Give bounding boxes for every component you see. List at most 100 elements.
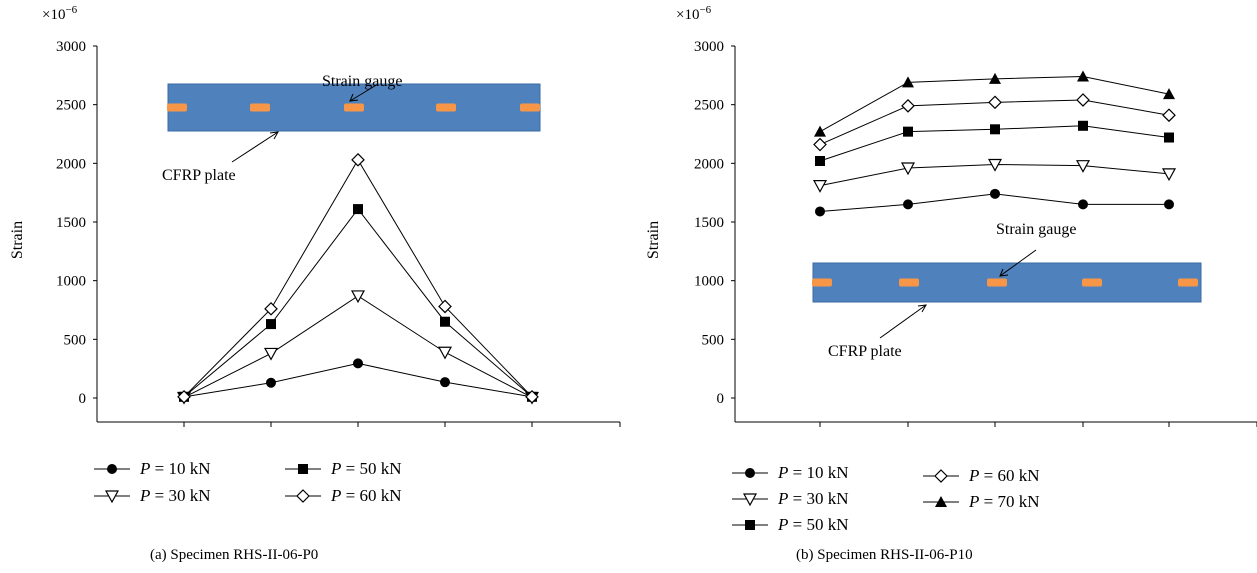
cfrp-plate-arrow: [231, 131, 279, 163]
legend-value: = 60 kN: [979, 466, 1040, 485]
chart-panel-b: 0 500 1000 1500 2000 2500 3000 Strain Strain gau…: [638, 0, 1257, 573]
legend-swatch-marker: [296, 489, 310, 503]
legend-swatch-icon: [732, 520, 768, 530]
legend-symbol: P: [331, 459, 342, 478]
data-point: [988, 95, 1002, 110]
y-tick-label: 0: [717, 391, 725, 407]
legend-symbol: P: [969, 492, 980, 511]
legend-symbol: P: [140, 459, 151, 478]
y-scale-multiplier-a: ×10−6: [42, 4, 77, 24]
legend-swatch-marker: [745, 520, 755, 530]
data-point: [1163, 88, 1175, 100]
series-circle-filled: [815, 188, 1174, 217]
cfrp-plate-arrow: [879, 304, 927, 339]
y-tick-label: 3000: [56, 39, 86, 55]
y-tick-label: 2000: [56, 156, 86, 172]
legend-item: P = 70 kN: [921, 492, 1040, 512]
legend-symbol: P: [969, 466, 980, 485]
data-point: [903, 199, 913, 210]
strain-gauge-marker: [987, 278, 1007, 287]
y-tick-label: 0: [79, 391, 87, 407]
legend-value: = 50 kN: [341, 459, 402, 478]
series-line: [183, 295, 533, 398]
strain-gauge-arrowhead: [999, 268, 1009, 277]
y-tick-label: 2500: [56, 98, 86, 114]
data-point: [1164, 199, 1174, 210]
data-point: [1078, 199, 1088, 210]
data-point: [1077, 70, 1089, 82]
y-tick-label: 1500: [56, 215, 86, 231]
strain-gauge-marker: [436, 103, 456, 112]
legend-swatch-marker: [104, 490, 120, 503]
series-line: [183, 362, 533, 398]
strain-gauge-label: Strain gauge: [996, 221, 1076, 238]
y-tick-label: 500: [64, 332, 87, 348]
strain-gauge-marker: [1178, 278, 1198, 287]
data-point: [351, 152, 365, 167]
strain-gauge-marker: [167, 103, 187, 112]
data-point: [1076, 93, 1090, 107]
data-point: [1078, 120, 1088, 131]
legend-symbol: P: [778, 489, 789, 508]
series-triangle-down-open: [812, 158, 1177, 193]
series-diamond-open: [813, 93, 1176, 152]
y-tick-label: 2500: [694, 98, 724, 114]
data-point: [815, 206, 825, 217]
y-scale-exp-b: −6: [699, 4, 712, 16]
y-tick-label: 1500: [694, 215, 724, 231]
legend-symbol: P: [140, 486, 151, 505]
legend-swatch-marker: [742, 493, 758, 506]
strain-gauge-marker: [812, 278, 832, 287]
data-point: [177, 389, 191, 404]
data-point: [263, 347, 279, 361]
legend-swatch-marker: [745, 468, 755, 478]
legend-value: = 10 kN: [788, 463, 849, 482]
y-tick-label: 1000: [694, 274, 724, 290]
strain-gauge-marker: [1082, 278, 1102, 287]
data-point: [353, 358, 363, 369]
data-point: [350, 290, 366, 304]
data-point: [440, 377, 450, 388]
data-point: [903, 126, 913, 137]
legend-swatch-marker: [935, 496, 947, 507]
strain-gauge-arrowhead: [349, 93, 359, 102]
legend-swatch-marker: [298, 464, 308, 474]
series-triangle-up-filled: [814, 70, 1175, 137]
data-point: [902, 76, 914, 88]
cfrp-plate-arrowhead: [269, 131, 279, 140]
y-scale-base-b: ×10: [676, 7, 700, 23]
data-point: [989, 72, 1001, 84]
chart-panel-a: 0 500 1000 1500 2000 2500 3000 Strain Strain gau…: [0, 0, 628, 573]
legend-swatch-icon: [732, 468, 768, 478]
data-point: [440, 316, 450, 327]
legend-value: = 60 kN: [341, 486, 402, 505]
y-tick-label: 3000: [694, 39, 724, 55]
legend-item: P = 50 kN: [283, 459, 402, 479]
legend-item: P = 50 kN: [730, 515, 849, 535]
y-scale-multiplier-b: ×10−6: [676, 4, 711, 24]
legend-symbol: P: [331, 486, 342, 505]
data-point: [438, 299, 452, 314]
strain-gauge-arrow: [349, 83, 379, 102]
caption-b: (b) Specimen RHS-II-06-P10: [796, 547, 973, 563]
series-circle-filled: [179, 358, 537, 402]
legend-item: P = 30 kN: [730, 489, 849, 509]
legend-swatch-icon: [732, 493, 768, 506]
legend-item: P = 60 kN: [921, 466, 1040, 486]
legend-swatch-marker: [934, 469, 948, 483]
series-square-filled: [815, 120, 1174, 166]
y-tick-label: 1000: [56, 274, 86, 290]
legend-value: = 50 kN: [788, 515, 849, 534]
legend-swatch-icon: [94, 464, 130, 474]
legend-swatch-icon: [285, 489, 321, 503]
y-tick-label: 500: [702, 332, 725, 348]
data-point: [987, 158, 1003, 172]
y-axis-label: Strain: [9, 221, 26, 259]
data-point: [266, 319, 276, 330]
data-point: [813, 137, 827, 152]
data-point: [814, 125, 826, 137]
data-point: [990, 188, 1000, 199]
cfrp-plate-arrowhead: [917, 304, 927, 313]
legend-symbol: P: [778, 515, 789, 534]
data-point: [437, 346, 453, 360]
